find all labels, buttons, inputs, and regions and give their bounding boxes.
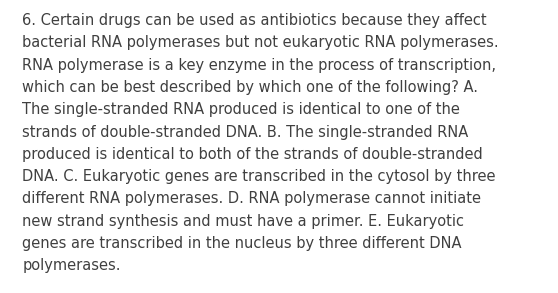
Text: strands of double-stranded DNA. B. The single-stranded RNA: strands of double-stranded DNA. B. The s… bbox=[22, 125, 469, 139]
Text: which can be best described by which one of the following? A.: which can be best described by which one… bbox=[22, 80, 478, 95]
Text: polymerases.: polymerases. bbox=[22, 258, 121, 273]
Text: 6. Certain drugs can be used as antibiotics because they affect: 6. Certain drugs can be used as antibiot… bbox=[22, 13, 487, 28]
Text: RNA polymerase is a key enzyme in the process of transcription,: RNA polymerase is a key enzyme in the pr… bbox=[22, 58, 496, 73]
Text: produced is identical to both of the strands of double-stranded: produced is identical to both of the str… bbox=[22, 147, 483, 162]
Text: The single-stranded RNA produced is identical to one of the: The single-stranded RNA produced is iden… bbox=[22, 102, 460, 117]
Text: bacterial RNA polymerases but not eukaryotic RNA polymerases.: bacterial RNA polymerases but not eukary… bbox=[22, 35, 499, 50]
Text: genes are transcribed in the nucleus by three different DNA: genes are transcribed in the nucleus by … bbox=[22, 236, 462, 251]
Text: DNA. C. Eukaryotic genes are transcribed in the cytosol by three: DNA. C. Eukaryotic genes are transcribed… bbox=[22, 169, 496, 184]
Text: new strand synthesis and must have a primer. E. Eukaryotic: new strand synthesis and must have a pri… bbox=[22, 214, 464, 229]
Text: different RNA polymerases. D. RNA polymerase cannot initiate: different RNA polymerases. D. RNA polyme… bbox=[22, 191, 482, 206]
